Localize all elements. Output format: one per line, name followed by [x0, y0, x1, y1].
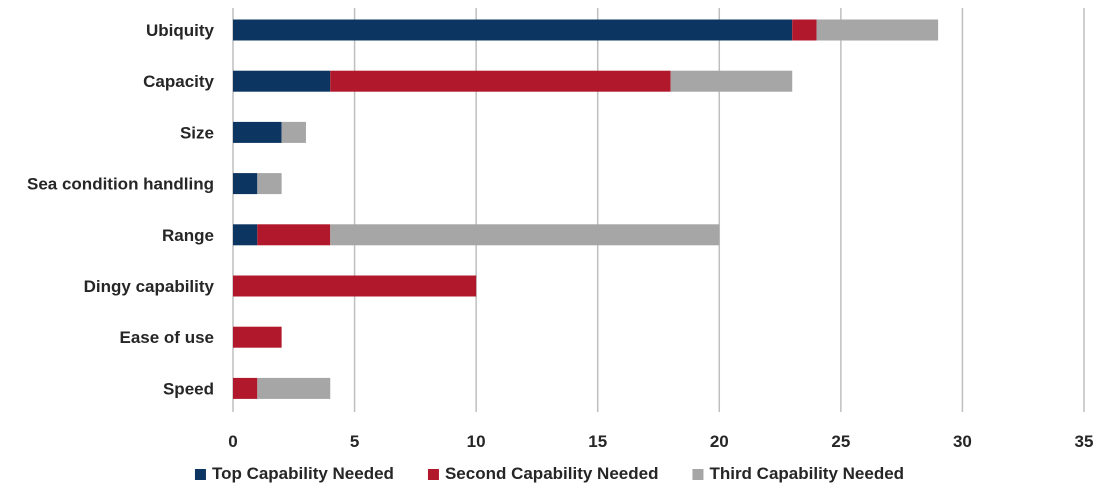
legend-item-top-capability-needed: Top Capability Needed	[194, 464, 394, 483]
bar-sea-condition-handling-series-3	[257, 173, 282, 195]
category-label-dingy-capability: Dingy capability	[84, 277, 215, 296]
bar-capacity-series-2	[330, 70, 671, 92]
category-labels: Ubiquity Capacity Size Sea condition handli…	[27, 21, 215, 398]
x-axis-tick-labels: 0 5 10 15 20 25 30 35	[228, 432, 1093, 451]
bar-range-series-3	[330, 224, 720, 246]
x-tick-label-35: 35	[1075, 432, 1094, 451]
legend-item-second-capability-needed: Second Capability Needed	[427, 464, 659, 483]
x-tick-label-0: 0	[228, 432, 237, 451]
bar-range-series-1	[233, 224, 258, 246]
bar-ease-of-use-series-2	[233, 326, 282, 348]
x-tick-label-30: 30	[953, 432, 972, 451]
legend-item-third-capability-needed: Third Capability Needed	[692, 464, 904, 483]
bar-dingy-capability-series-2	[233, 275, 477, 297]
legend-label-1: Top Capability Needed	[212, 464, 394, 483]
grid-layer	[232, 8, 1085, 412]
legend-swatch-2	[427, 469, 439, 480]
category-label-ubiquity: Ubiquity	[146, 21, 215, 40]
bar-size-series-1	[233, 121, 282, 143]
bar-size-series-3	[281, 121, 306, 143]
bar-capacity-series-1	[233, 70, 331, 92]
bar-ubiquity-series-2	[792, 19, 817, 41]
bar-speed-series-2	[233, 377, 258, 399]
category-label-range: Range	[162, 226, 214, 245]
legend-label-2: Second Capability Needed	[445, 464, 659, 483]
bar-speed-series-3	[257, 377, 331, 399]
x-tick-label-15: 15	[588, 432, 607, 451]
category-label-capacity: Capacity	[143, 72, 214, 91]
category-label-ease-of-use: Ease of use	[120, 328, 215, 347]
x-tick-label-25: 25	[831, 432, 850, 451]
category-label-sea-condition-handling: Sea condition handling	[27, 175, 214, 194]
legend-swatch-1	[194, 469, 206, 480]
x-tick-label-20: 20	[710, 432, 729, 451]
x-tick-label-10: 10	[467, 432, 486, 451]
bar-sea-condition-handling-series-1	[233, 173, 258, 195]
legend: Top Capability Needed Second Capability N…	[194, 464, 904, 483]
bar-ubiquity-series-3	[816, 19, 939, 41]
bar-range-series-2	[257, 224, 331, 246]
x-tick-label-5: 5	[350, 432, 359, 451]
category-label-size: Size	[180, 123, 214, 142]
category-label-speed: Speed	[163, 379, 214, 398]
bar-ubiquity-series-1	[233, 19, 793, 41]
bars-layer	[233, 19, 939, 399]
legend-swatch-3	[692, 469, 704, 480]
bar-capacity-series-3	[670, 70, 793, 92]
legend-label-3: Third Capability Needed	[709, 464, 904, 483]
